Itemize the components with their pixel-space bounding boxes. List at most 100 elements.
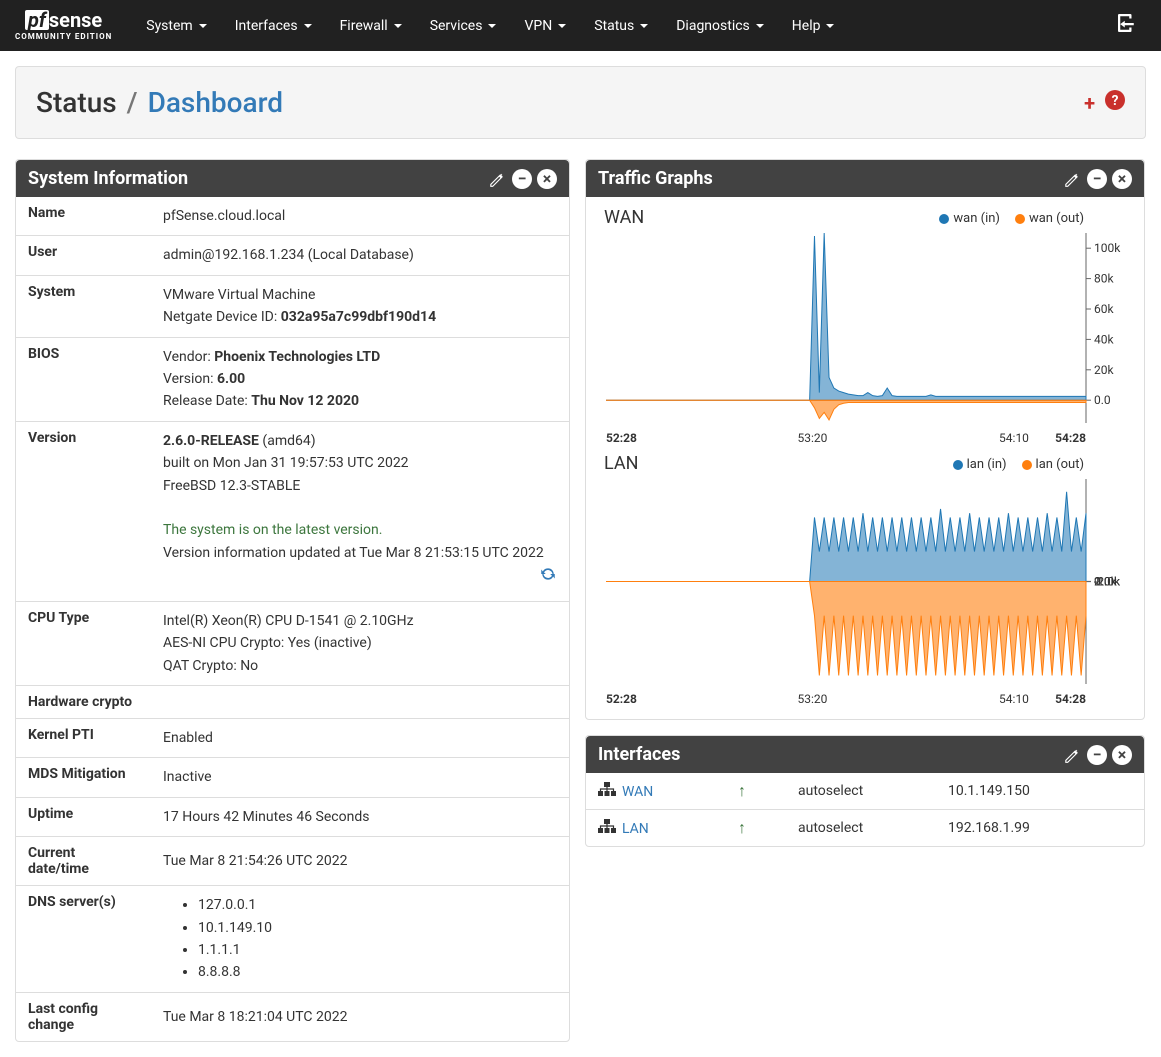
wan-legend-out[interactable]: wan (out)	[1015, 211, 1084, 226]
interface-link[interactable]: WAN	[622, 784, 653, 800]
nav-diagnostics[interactable]: Diagnostics	[662, 3, 778, 49]
lan-legend-in[interactable]: lan (in)	[953, 457, 1007, 472]
sys-cpu: Intel(R) Xeon(R) CPU D-1541 @ 2.10GHzAES…	[151, 601, 569, 685]
dns-entry: 127.0.0.1	[198, 894, 557, 916]
sys-datetime: Tue Mar 8 21:54:26 UTC 2022	[151, 837, 569, 886]
nav-firewall[interactable]: Firewall	[326, 3, 416, 49]
panel-title: Traffic Graphs	[598, 168, 713, 189]
dns-entry: 8.8.8.8	[198, 961, 557, 983]
chevron-down-icon	[558, 24, 566, 28]
interface-row: LAN ↑ autoselect192.168.1.99	[586, 810, 1144, 847]
traffic-graphs-panel: Traffic Graphs − × WAN wan (in) wan (out…	[585, 159, 1145, 720]
brand-sense: sense	[49, 10, 102, 30]
sys-hwcrypto	[151, 686, 569, 719]
svg-text:53:20: 53:20	[797, 692, 827, 706]
panel-title: System Information	[28, 168, 188, 189]
panel-title: Interfaces	[598, 744, 680, 765]
chevron-down-icon	[488, 24, 496, 28]
system-info-table: NamepfSense.cloud.local Useradmin@192.16…	[16, 197, 569, 1041]
svg-text:2.0k: 2.0k	[1094, 574, 1118, 588]
sys-system: VMware Virtual MachineNetgate Device ID:…	[151, 275, 569, 337]
breadcrumb-separator: /	[127, 86, 138, 119]
interfaces-table: WAN ↑ autoselect10.1.149.150 LAN ↑ autoselect…	[586, 773, 1144, 846]
interface-ip: 10.1.149.150	[936, 773, 1144, 810]
svg-text:54:28: 54:28	[1055, 692, 1086, 706]
network-icon	[598, 819, 616, 837]
chevron-down-icon	[199, 24, 207, 28]
nav-system[interactable]: System	[132, 3, 220, 49]
nav-help[interactable]: Help	[778, 3, 849, 49]
close-icon[interactable]: ×	[1112, 169, 1132, 189]
minimize-icon[interactable]: −	[1087, 745, 1107, 765]
brand-pf: pf	[25, 10, 49, 30]
sys-uptime: 17 Hours 42 Minutes 46 Seconds	[151, 797, 569, 836]
minimize-icon[interactable]: −	[1087, 169, 1107, 189]
minimize-icon[interactable]: −	[512, 169, 532, 189]
sys-mds: Inactive	[151, 758, 569, 797]
breadcrumb-root[interactable]: Status	[36, 86, 117, 119]
chevron-down-icon	[826, 24, 834, 28]
lan-chart: -2.0k-1.0k0.01.0k2.0k52:2853:2054:1054:2…	[596, 474, 1134, 709]
chevron-down-icon	[640, 24, 648, 28]
system-information-panel: System Information − × NamepfSense.cloud…	[15, 159, 570, 1042]
refresh-icon[interactable]	[539, 564, 557, 593]
close-icon[interactable]: ×	[537, 169, 557, 189]
settings-icon[interactable]	[1062, 169, 1082, 189]
arrow-up-icon: ↑	[738, 781, 746, 800]
svg-text:100k: 100k	[1094, 241, 1121, 255]
nav-status[interactable]: Status	[580, 3, 662, 49]
network-icon	[598, 782, 616, 800]
nav-menu: System Interfaces Firewall Services VPN …	[132, 3, 1108, 49]
wan-legend-in[interactable]: wan (in)	[939, 211, 1000, 226]
navbar: pfsense COMMUNITY EDITION System Interfa…	[0, 0, 1161, 51]
settings-icon[interactable]	[487, 169, 507, 189]
interface-link[interactable]: LAN	[622, 821, 649, 837]
svg-text:60k: 60k	[1094, 302, 1114, 316]
svg-text:20k: 20k	[1094, 363, 1114, 377]
sys-bios: Vendor: Phoenix Technologies LTDVersion:…	[151, 337, 569, 421]
arrow-up-icon: ↑	[738, 818, 746, 837]
breadcrumb-active[interactable]: Dashboard	[148, 86, 283, 119]
svg-text:?: ?	[1112, 93, 1119, 109]
wan-chart: 0.0 20k 40k 60k 80k 100k 52:28 53:20 54:10 54:28	[596, 228, 1134, 448]
sys-user: admin@192.168.1.234 (Local Database)	[151, 236, 569, 275]
version-status: The system is on the latest version.	[163, 522, 382, 538]
svg-text:54:28: 54:28	[1055, 431, 1086, 445]
svg-text:53:20: 53:20	[797, 431, 827, 445]
sys-pti: Enabled	[151, 719, 569, 758]
help-icon[interactable]: ?	[1105, 90, 1125, 115]
dns-entry: 1.1.1.1	[198, 939, 557, 961]
lan-legend-out[interactable]: lan (out)	[1022, 457, 1084, 472]
chevron-down-icon	[756, 24, 764, 28]
nav-services[interactable]: Services	[416, 3, 511, 49]
settings-icon[interactable]	[1062, 745, 1082, 765]
nav-interfaces[interactable]: Interfaces	[221, 3, 326, 49]
svg-text:40k: 40k	[1094, 332, 1114, 346]
interfaces-panel: Interfaces − × WAN ↑ autoselect10.1.149.15…	[585, 735, 1145, 847]
svg-text:0.0: 0.0	[1094, 393, 1111, 407]
interface-ip: 192.168.1.99	[936, 810, 1144, 847]
brand-sub: COMMUNITY EDITION	[15, 33, 112, 41]
svg-text:52:28: 52:28	[606, 692, 637, 706]
breadcrumb: Status / Dashboard	[36, 86, 283, 119]
logout-icon[interactable]	[1108, 4, 1146, 47]
svg-text:52:28: 52:28	[606, 431, 637, 445]
sys-version: 2.6.0-RELEASE (amd64)built on Mon Jan 31…	[151, 421, 569, 601]
interface-row: WAN ↑ autoselect10.1.149.150	[586, 773, 1144, 810]
page-header: Status / Dashboard + ?	[15, 66, 1146, 139]
chevron-down-icon	[394, 24, 402, 28]
svg-text:54:10: 54:10	[999, 692, 1029, 706]
add-widget-icon[interactable]: +	[1084, 91, 1095, 115]
chevron-down-icon	[304, 24, 312, 28]
svg-text:80k: 80k	[1094, 272, 1114, 286]
sys-lastcfg: Tue Mar 8 18:21:04 UTC 2022	[151, 992, 569, 1041]
sys-name: pfSense.cloud.local	[151, 197, 569, 236]
close-icon[interactable]: ×	[1112, 745, 1132, 765]
svg-text:54:10: 54:10	[999, 431, 1029, 445]
sys-dns: 127.0.0.110.1.149.101.1.1.18.8.8.8	[151, 886, 569, 993]
dns-entry: 10.1.149.10	[198, 917, 557, 939]
interface-media: autoselect	[786, 773, 936, 810]
interface-media: autoselect	[786, 810, 936, 847]
nav-vpn[interactable]: VPN	[510, 3, 580, 49]
brand[interactable]: pfsense COMMUNITY EDITION	[15, 10, 112, 41]
